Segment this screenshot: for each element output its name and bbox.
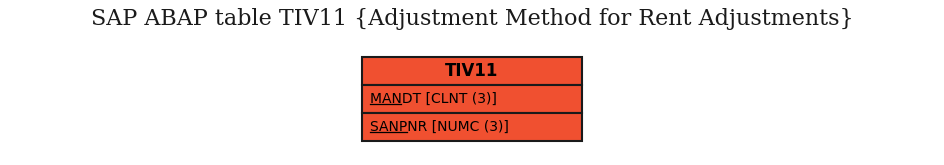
Text: SANPNR [NUMC (3)]: SANPNR [NUMC (3)]	[370, 120, 509, 134]
Text: TIV11: TIV11	[446, 62, 498, 80]
Text: MANDT [CLNT (3)]: MANDT [CLNT (3)]	[370, 92, 497, 106]
Bar	[362, 57, 582, 85]
Bar	[362, 113, 582, 141]
Bar	[362, 85, 582, 113]
Text: SAP ABAP table TIV11 {Adjustment Method for Rent Adjustments}: SAP ABAP table TIV11 {Adjustment Method …	[91, 8, 853, 30]
